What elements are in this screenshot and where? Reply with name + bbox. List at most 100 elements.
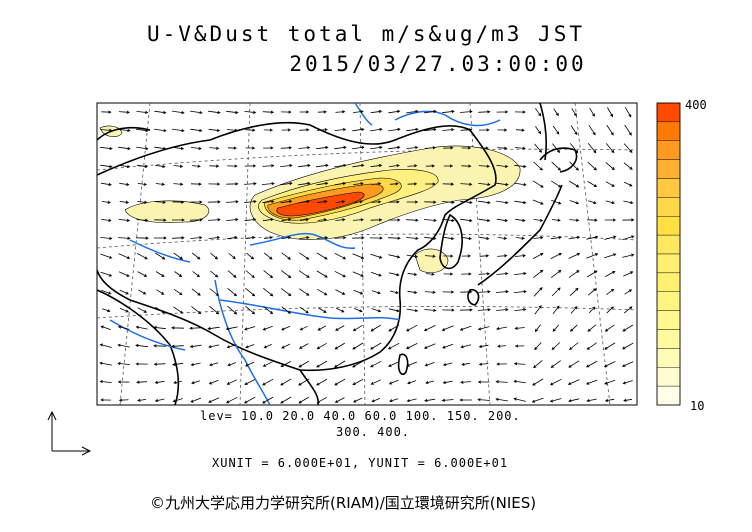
wind-vector xyxy=(496,272,509,276)
wind-vector xyxy=(263,252,273,260)
wind-vector xyxy=(569,218,580,222)
wind-vector xyxy=(441,398,454,402)
wind-vector xyxy=(262,218,274,222)
wind-vector xyxy=(226,396,238,404)
wind-vector xyxy=(388,218,401,222)
wind-vector xyxy=(370,324,382,332)
wind-vector xyxy=(317,325,326,331)
lake-baikal xyxy=(354,102,373,126)
wind-vector xyxy=(208,110,221,115)
wind-vector xyxy=(316,128,328,132)
wind-vector xyxy=(117,380,130,384)
wind-vector xyxy=(263,128,274,132)
wind-vector xyxy=(604,324,615,332)
wind-vector xyxy=(424,290,436,294)
wind-vector xyxy=(370,342,382,350)
wind-vector xyxy=(100,128,113,132)
wind-vector xyxy=(209,146,220,150)
wind-vector xyxy=(478,362,489,366)
wind-vector xyxy=(532,180,544,188)
wind-vector xyxy=(513,362,526,366)
map-content xyxy=(96,102,638,406)
wind-vector xyxy=(388,200,400,204)
wind-vector xyxy=(479,236,490,240)
wind-vector xyxy=(136,252,148,260)
wind-vector xyxy=(442,236,455,241)
wind-vector xyxy=(280,288,292,297)
colorbar-cell xyxy=(656,234,681,255)
rivers xyxy=(109,102,501,406)
wind-vector xyxy=(406,127,419,132)
wind-vector xyxy=(477,326,490,331)
wind-vector xyxy=(334,397,345,403)
wind-vector xyxy=(138,289,147,295)
wind-vector xyxy=(388,164,400,168)
wind-vector xyxy=(624,181,633,187)
wind-vector xyxy=(262,378,274,386)
wind-vector xyxy=(604,379,616,385)
wind-vector xyxy=(317,307,327,313)
wind-vector xyxy=(137,307,148,313)
wind-vector xyxy=(191,252,201,260)
wind-vector xyxy=(568,252,581,259)
wind-vector xyxy=(155,252,166,260)
wind-vector xyxy=(513,290,527,294)
wind-vector xyxy=(353,110,364,114)
wind-vector xyxy=(246,252,255,260)
wind-vector xyxy=(461,146,472,150)
wind-vector xyxy=(533,161,543,171)
wind-vector xyxy=(568,270,580,278)
wind-vector xyxy=(280,164,293,168)
wind-vector xyxy=(370,218,383,222)
wind-vector xyxy=(352,271,364,277)
wind-vector xyxy=(587,143,597,154)
wind-vector xyxy=(496,308,509,312)
wind-vector xyxy=(227,362,237,367)
wind-vector xyxy=(100,253,113,259)
wind-vector xyxy=(514,200,527,205)
wind-vector xyxy=(607,107,614,118)
wind-vector xyxy=(461,254,472,258)
wind-vector xyxy=(569,143,579,154)
wind-vector xyxy=(533,287,543,297)
wind-vector xyxy=(280,199,293,204)
colorbar-cells xyxy=(656,102,681,406)
wind-vector xyxy=(244,110,257,114)
wind-vector xyxy=(190,200,203,204)
wind-vector xyxy=(99,361,112,366)
wind-vector xyxy=(352,342,364,350)
wind-vector xyxy=(118,398,129,402)
wind-vector xyxy=(208,218,221,222)
wind-vector xyxy=(153,325,166,330)
wind-vector xyxy=(606,306,614,314)
wind-vector xyxy=(263,306,274,315)
wind-vector xyxy=(262,164,275,168)
wind-vector xyxy=(569,287,579,296)
wind-vector xyxy=(388,324,400,332)
wind-vector xyxy=(496,218,509,223)
wind-vector xyxy=(442,343,454,349)
wind-vector xyxy=(515,128,525,132)
wind-vector xyxy=(191,288,201,296)
wind-vector xyxy=(298,360,310,368)
wind-vector xyxy=(371,308,382,313)
wind-vector xyxy=(155,306,166,314)
wind-vector xyxy=(533,360,543,369)
wind-vector xyxy=(262,396,274,404)
wind-vector xyxy=(622,380,633,385)
wind-vector xyxy=(173,182,184,186)
wind-vector xyxy=(352,236,365,240)
wind-vector xyxy=(119,200,130,204)
wind-vector xyxy=(405,343,418,350)
wind-vector xyxy=(623,143,633,154)
wind-vector xyxy=(281,218,292,222)
coastlines-and-borders xyxy=(96,102,578,406)
colorbar-min-label: 10 xyxy=(690,399,705,413)
wind-vector xyxy=(553,108,559,117)
wind-vector xyxy=(550,252,562,259)
wind-vector xyxy=(298,343,309,349)
wind-vector xyxy=(281,252,291,260)
wind-vector xyxy=(100,398,111,402)
wind-vector xyxy=(585,379,598,385)
wind-vector xyxy=(424,254,436,258)
